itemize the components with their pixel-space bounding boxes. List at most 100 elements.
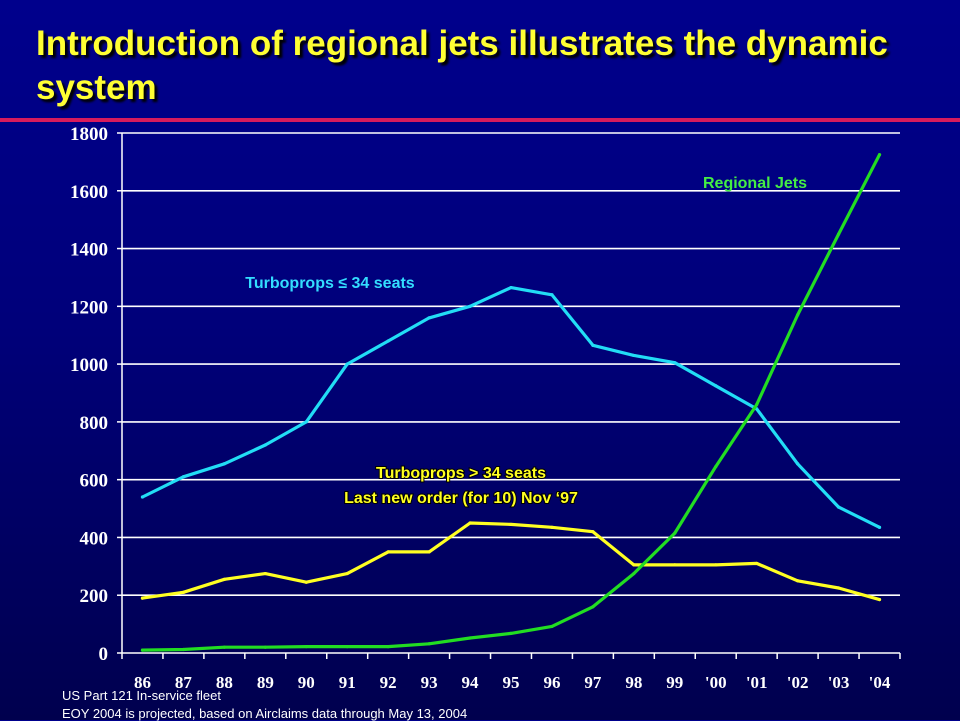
x-tick-label-11: 97 [584, 673, 602, 692]
point-regional_jets-18 [877, 153, 882, 157]
point-turboprops_large-8 [468, 521, 472, 525]
y-tick-label-1000: 1000 [70, 355, 108, 376]
point-turboprops_large-7 [427, 550, 431, 554]
x-tick-label-2: 88 [216, 673, 233, 692]
point-turboprops_small-11 [591, 343, 595, 347]
x-tick-label-7: 93 [421, 673, 438, 692]
point-regional_jets-12 [632, 571, 636, 576]
point-turboprops_large-15 [755, 561, 759, 566]
point-turboprops_small-13 [673, 361, 677, 365]
x-tick-label-17: '03 [828, 673, 850, 692]
point-turboprops_small-4 [304, 420, 308, 424]
point-regional_jets-1 [181, 647, 186, 652]
point-turboprops_small-18 [877, 525, 882, 529]
x-tick-label-18: '04 [869, 673, 891, 692]
label-last-new-order: Last new order (for 10) Nov ‘97 [344, 490, 578, 507]
point-turboprops_small-17 [836, 505, 841, 509]
point-regional_jets-14 [714, 465, 718, 469]
y-tick-labels: 0 200 400 600 800 1000 1200 1400 1600 1800 [70, 124, 108, 665]
point-regional_jets-5 [345, 645, 349, 649]
axes [117, 132, 901, 659]
x-tick-label-3: 89 [257, 673, 274, 692]
x-tick-label-13: 99 [666, 673, 683, 692]
point-regional_jets-4 [304, 645, 308, 649]
slide-title: Introduction of regional jets illustrate… [36, 24, 888, 107]
y-tick-label-1200: 1200 [70, 297, 108, 318]
x-tick-label-9: 95 [503, 673, 520, 692]
x-tick-label-4: 90 [298, 673, 315, 692]
x-tick-label-1: 87 [175, 673, 193, 692]
point-turboprops_small-8 [468, 304, 472, 308]
point-turboprops_small-10 [550, 293, 554, 297]
point-turboprops_large-3 [263, 571, 267, 576]
series-lines [140, 153, 882, 652]
y-tick-label-0: 0 [99, 644, 109, 665]
footnote-projection: EOY 2004 is projected, based on Airclaim… [62, 706, 468, 721]
grid-lines [122, 132, 900, 597]
y-tick-label-600: 600 [80, 471, 109, 492]
point-regional_jets-15 [755, 402, 759, 407]
point-turboprops_large-4 [304, 580, 308, 584]
point-regional_jets-10 [550, 624, 554, 629]
point-turboprops_large-11 [591, 530, 595, 534]
point-turboprops_large-16 [796, 579, 800, 583]
point-turboprops_large-18 [877, 597, 882, 602]
point-turboprops_small-5 [345, 362, 349, 366]
x-tick-label-8: 94 [462, 673, 480, 692]
x-tick-label-14: '00 [705, 673, 727, 692]
y-tick-label-1600: 1600 [70, 182, 108, 203]
y-tick-label-1400: 1400 [70, 240, 108, 261]
point-turboprops_small-7 [427, 316, 431, 320]
point-turboprops_small-0 [140, 495, 145, 499]
point-regional_jets-7 [427, 642, 431, 646]
x-tick-label-15: '01 [746, 673, 768, 692]
point-regional_jets-11 [591, 605, 595, 609]
point-regional_jets-3 [263, 645, 267, 649]
series-line-turboprops_large [140, 521, 882, 602]
point-turboprops_large-0 [140, 596, 145, 600]
point-turboprops_large-14 [714, 563, 718, 567]
point-regional_jets-0 [140, 648, 145, 652]
point-turboprops_large-10 [550, 525, 554, 529]
point-turboprops_small-16 [796, 462, 800, 466]
point-turboprops_small-2 [222, 462, 226, 466]
x-tick-label-6: 92 [380, 673, 397, 692]
x-tick-labels: 86 87 88 89 90 91 92 93 94 95 96 97 98 99 '00 '01 '02 '03… [134, 673, 891, 692]
x-tick-label-0: 86 [134, 673, 151, 692]
point-regional_jets-2 [222, 645, 226, 649]
y-tick-label-200: 200 [80, 586, 109, 607]
point-turboprops_small-14 [714, 384, 718, 388]
point-turboprops_small-3 [263, 443, 267, 447]
x-tick-label-5: 91 [339, 673, 356, 692]
point-turboprops_large-9 [509, 522, 513, 527]
point-turboprops_large-6 [386, 550, 390, 554]
point-turboprops_large-13 [673, 563, 677, 567]
y-tick-label-400: 400 [80, 528, 109, 549]
label-turboprops-large: Turboprops > 34 seats [376, 465, 546, 482]
y-tick-label-1800: 1800 [70, 124, 108, 145]
footnote-fleet: US Part 121 In-service fleet [62, 688, 221, 703]
x-tick-label-12: 98 [625, 673, 642, 692]
point-turboprops_small-12 [632, 353, 636, 358]
point-turboprops_large-2 [222, 577, 226, 581]
point-turboprops_large-12 [632, 563, 636, 567]
point-regional_jets-6 [386, 645, 390, 649]
x-tick-label-10: 96 [543, 673, 560, 692]
point-turboprops_large-17 [836, 586, 841, 590]
point-turboprops_small-6 [386, 339, 390, 343]
point-regional_jets-13 [673, 531, 677, 535]
point-regional_jets-17 [836, 232, 841, 236]
point-turboprops_small-9 [509, 285, 513, 290]
point-turboprops_large-5 [345, 571, 349, 576]
x-tick-label-16: '02 [787, 673, 809, 692]
title-rule [0, 118, 960, 122]
label-regional-jets: Regional Jets [703, 175, 807, 192]
point-regional_jets-8 [468, 636, 472, 640]
point-turboprops_small-1 [181, 475, 186, 479]
point-regional_jets-9 [509, 631, 513, 635]
y-tick-label-800: 800 [80, 413, 109, 434]
point-regional_jets-16 [796, 313, 800, 317]
label-turboprops-small: Turboprops ≤ 34 seats [245, 275, 415, 292]
point-turboprops_large-1 [181, 590, 186, 594]
